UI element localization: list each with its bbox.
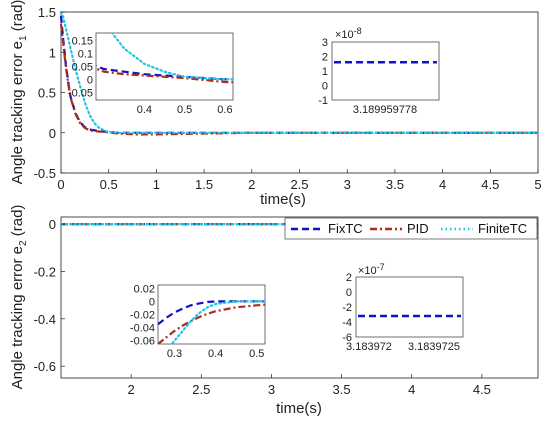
bottom-x-label: time(s) bbox=[276, 400, 322, 417]
top-y-tick-label: 0 bbox=[49, 126, 56, 141]
bottom-y-tick-label: -0.2 bbox=[34, 264, 56, 279]
legend-box bbox=[284, 217, 538, 240]
series-line-finitetc bbox=[170, 300, 265, 344]
legend-label-pid: PID bbox=[407, 221, 429, 236]
bottom-inset-zoom bbox=[157, 284, 266, 345]
bottom-inset-zoom-y-tick-label: 0.02 bbox=[134, 283, 155, 295]
bottom-y-tick-label: -0.4 bbox=[34, 312, 56, 327]
top-inset-zoom bbox=[95, 32, 234, 101]
top-inset-zoom-y-tick-label: -0.05 bbox=[68, 87, 93, 99]
top-x-tick-label: 5 bbox=[534, 177, 541, 192]
series-line-finitetc bbox=[110, 33, 233, 81]
bottom-x-tick-label: 3.5 bbox=[333, 382, 351, 397]
top-inset-zoom-lines bbox=[96, 33, 233, 84]
top-inset-steady-x-tick-label: 3.189959778 bbox=[353, 104, 417, 116]
top-x-tick-label: 2.5 bbox=[290, 177, 308, 192]
top-inset-steady-content: -1 0 1 2 3 ×10-8 3.189959778 bbox=[318, 26, 437, 116]
top-y-tick-label: 1 bbox=[49, 45, 56, 60]
top-inset-steady-y-tick-label: -1 bbox=[318, 95, 328, 107]
bottom-inset-zoom-lines bbox=[158, 300, 265, 344]
top-inset-zoom-x-tick-label: 0.4 bbox=[137, 104, 152, 116]
top-y-ticks: -0.5 0 0.5 1 1.5 bbox=[34, 5, 65, 181]
bottom-y-tick-label: -0.6 bbox=[34, 359, 56, 374]
bottom-y-tick-label: 0 bbox=[49, 217, 56, 232]
top-inset-steady-y-tick-label: 0 bbox=[322, 81, 328, 93]
series-line-fixtc bbox=[96, 64, 233, 81]
bottom-x-ticks: 2 2.5 3 3.5 4 4.5 bbox=[128, 374, 491, 397]
bottom-x-tick-label: 2.5 bbox=[192, 382, 210, 397]
top-x-label: time(s) bbox=[260, 191, 306, 208]
bottom-inset-zoom-y-tick-label: -0.06 bbox=[130, 336, 155, 348]
top-inset-zoom-x-tick-label: 0.5 bbox=[177, 104, 192, 116]
top-inset-zoom-y-tick-label: 0.05 bbox=[72, 62, 93, 74]
top-x-tick-label: 0 bbox=[57, 177, 64, 192]
series-line-finitetc bbox=[59, 10, 540, 134]
legend-label-finitetc: FiniteTC bbox=[478, 221, 527, 236]
top-inset-steady bbox=[331, 41, 440, 101]
top-x-tick-label: 3 bbox=[344, 177, 351, 192]
top-inset-steady-y-tick-label: 3 bbox=[322, 37, 328, 49]
top-y-tick-label: -0.5 bbox=[34, 166, 56, 181]
bottom-inset-zoom-x-tick-label: 0.4 bbox=[208, 348, 223, 360]
bottom-inset-zoom-x-tick-label: 0.3 bbox=[167, 348, 182, 360]
bottom-inset-steady-y-tick-label: -4 bbox=[342, 317, 352, 329]
top-y-tick-label: 0.5 bbox=[38, 86, 56, 101]
bottom-inset-steady-y-tick-label: 0 bbox=[346, 287, 352, 299]
bottom-plot-area bbox=[60, 216, 539, 379]
bottom-x-tick-label: 2 bbox=[128, 382, 135, 397]
bottom-x-tick-label: 3 bbox=[268, 382, 275, 397]
top-data-layer bbox=[59, 10, 540, 136]
series-line-pid bbox=[158, 303, 265, 344]
top-inset-steady-exponent: ×10-8 bbox=[335, 26, 362, 41]
bottom-inset-zoom-y-tick-label: -0.02 bbox=[130, 310, 155, 322]
top-inset-zoom-y-tick-label: 0 bbox=[87, 74, 93, 86]
bottom-inset-zoom-y-tick-label: -0.04 bbox=[130, 323, 155, 335]
bottom-y-ticks: -0.6 -0.4 -0.2 0 bbox=[34, 217, 65, 374]
bottom-inset-steady-x-tick-label: 3.183972 bbox=[346, 341, 392, 353]
top-x-tick-label: 1.5 bbox=[195, 177, 213, 192]
bottom-inset-zoom-x-tick-label: 0.5 bbox=[249, 348, 264, 360]
top-inset-steady-y-tick-label: 1 bbox=[322, 66, 328, 78]
top-y-tick-label: 1.5 bbox=[38, 5, 56, 20]
bottom-x-tick-label: 4.5 bbox=[473, 382, 491, 397]
top-inset-zoom-x-tick-label: 0.6 bbox=[217, 104, 232, 116]
top-x-tick-label: 1 bbox=[153, 177, 160, 192]
top-x-tick-label: 3.5 bbox=[386, 177, 404, 192]
top-x-tick-label: 4 bbox=[439, 177, 446, 192]
bottom-inset-steady-y-tick-label: -6 bbox=[342, 332, 352, 344]
bottom-inset-zoom-y-tick-label: 0 bbox=[149, 296, 155, 308]
top-y-label: Angle tracking error e1 (rad) bbox=[9, 0, 29, 184]
bottom-x-tick-label: 4 bbox=[408, 382, 415, 397]
legend-label-fixtc: FixTC bbox=[328, 221, 363, 236]
top-inset-zoom-y-tick-label: 0.1 bbox=[78, 49, 93, 61]
top-x-tick-label: 4.5 bbox=[481, 177, 499, 192]
bottom-inset-steady-content: -6 -4 -2 0 2 ×10-7 3.183972 3.1839725 bbox=[342, 262, 461, 353]
legend: FixTC PID FiniteTC bbox=[284, 217, 538, 240]
bottom-y-label: Angle tracking error e2 (rad) bbox=[9, 205, 29, 390]
top-inset-steady-y-tick-label: 2 bbox=[322, 52, 328, 64]
top-x-tick-label: 0.5 bbox=[100, 177, 118, 192]
bottom-inset-steady bbox=[355, 276, 464, 338]
bottom-inset-zoom-content: 0.3 0.4 0.5 -0.06-0.04-0.02 00.02 bbox=[130, 283, 265, 360]
series-line-pid bbox=[96, 67, 233, 84]
bottom-inset-steady-y-tick-label: 2 bbox=[346, 272, 352, 284]
top-x-ticks: 0 0.5 1 1.5 2 2.5 3 3.5 4 4.5 5 bbox=[57, 169, 542, 192]
bottom-inset-steady-exponent: ×10-7 bbox=[358, 262, 385, 277]
top-x-tick-label: 2 bbox=[248, 177, 255, 192]
bottom-inset-steady-y-tick-label: -2 bbox=[342, 302, 352, 314]
bottom-inset-steady-x-tick-label: 3.1839725 bbox=[408, 341, 460, 353]
top-inset-zoom-y-tick-label: 0.15 bbox=[72, 36, 93, 48]
